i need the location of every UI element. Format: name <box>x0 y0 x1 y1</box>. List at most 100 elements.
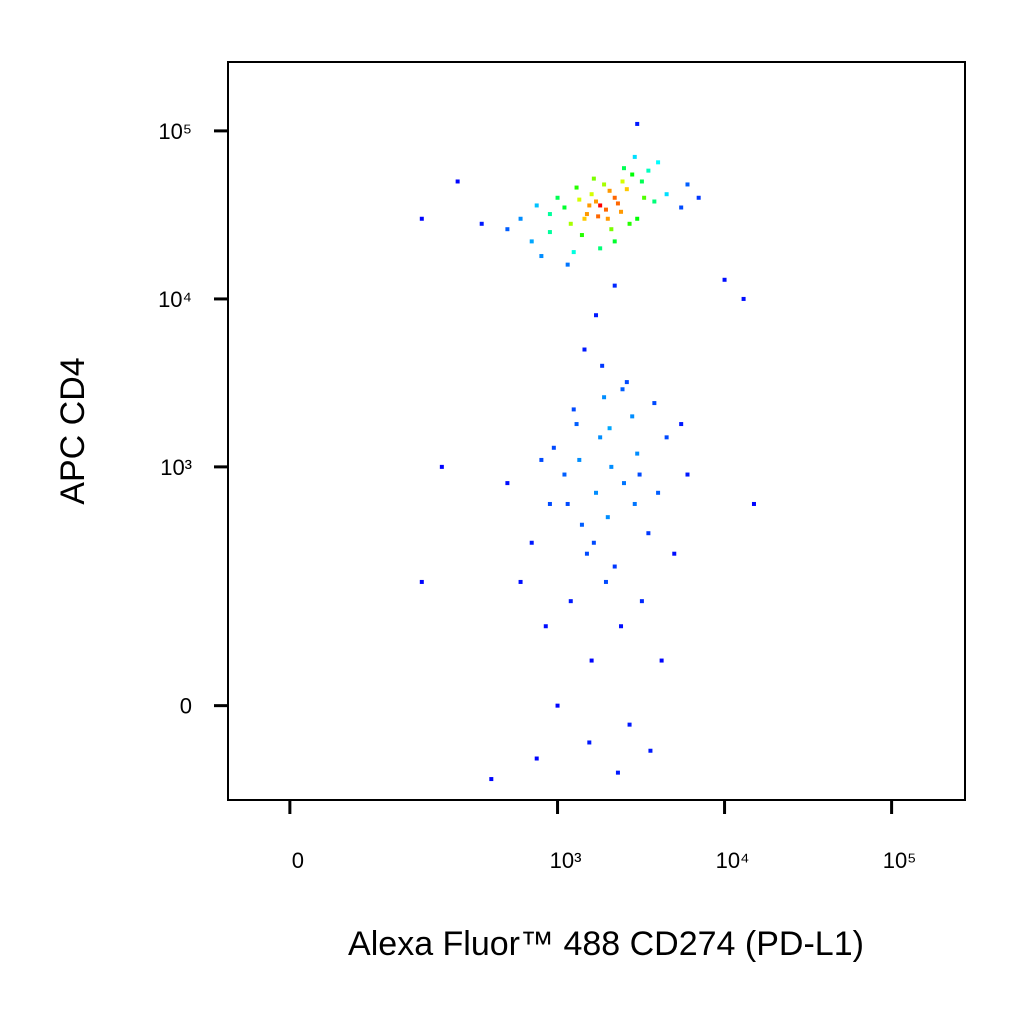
point <box>656 490 661 495</box>
point <box>627 221 632 226</box>
point <box>620 179 625 184</box>
y-axis-label: APC CD4 <box>54 357 92 504</box>
point <box>562 205 567 210</box>
point <box>615 201 620 206</box>
point <box>589 658 594 663</box>
point <box>594 199 599 204</box>
point <box>518 579 523 584</box>
plot-frame <box>227 61 966 801</box>
point <box>615 770 620 775</box>
point <box>419 216 424 221</box>
point <box>722 277 727 282</box>
point <box>479 221 484 226</box>
points <box>419 121 756 782</box>
point <box>584 212 589 217</box>
point <box>607 188 612 193</box>
point <box>624 187 629 192</box>
point <box>534 203 539 208</box>
point <box>562 472 567 477</box>
point <box>591 540 596 545</box>
point <box>568 221 573 226</box>
point <box>489 777 494 782</box>
point <box>565 501 570 506</box>
point <box>741 296 746 301</box>
point <box>551 445 556 450</box>
point <box>637 472 642 477</box>
point <box>568 599 573 604</box>
point <box>609 227 614 232</box>
point <box>603 579 608 584</box>
point <box>602 395 607 400</box>
point <box>600 363 605 368</box>
point <box>751 501 756 506</box>
point <box>672 551 677 556</box>
point <box>635 121 640 126</box>
point <box>607 426 612 431</box>
point <box>594 490 599 495</box>
x-tick-label: 10⁴ <box>716 848 750 873</box>
point <box>598 246 603 251</box>
point <box>602 182 607 187</box>
point <box>529 239 534 244</box>
point <box>455 179 460 184</box>
y-tick-label: 0 <box>180 694 192 719</box>
point <box>619 209 624 214</box>
point <box>584 551 589 556</box>
point <box>679 422 684 427</box>
point <box>543 624 548 629</box>
point <box>539 457 544 462</box>
point <box>555 703 560 708</box>
point <box>539 254 544 259</box>
point <box>609 464 614 469</box>
point <box>639 599 644 604</box>
point <box>596 214 601 219</box>
point <box>630 414 635 419</box>
x-tick-label: 0 <box>292 848 304 873</box>
y-tick-label: 10⁵ <box>158 119 192 144</box>
point <box>565 262 570 267</box>
point <box>632 154 637 159</box>
point <box>518 216 523 221</box>
point <box>571 407 576 412</box>
point <box>534 756 539 761</box>
point <box>619 624 624 629</box>
point <box>505 227 510 232</box>
point <box>505 481 510 486</box>
point <box>579 233 584 238</box>
point <box>635 451 640 456</box>
point <box>579 522 584 527</box>
point <box>620 387 625 392</box>
point <box>577 457 582 462</box>
point <box>635 216 640 221</box>
point <box>632 501 637 506</box>
point <box>594 313 599 318</box>
point <box>529 540 534 545</box>
point <box>605 515 610 520</box>
point <box>646 531 651 536</box>
x-tick-label: 10⁵ <box>883 848 917 873</box>
point <box>419 579 424 584</box>
point <box>646 168 651 173</box>
point <box>587 740 592 745</box>
point <box>627 722 632 727</box>
point <box>582 216 587 221</box>
x-axis-label: Alexa Fluor™ 488 CD274 (PD-L1) <box>348 925 864 963</box>
point <box>659 658 664 663</box>
point <box>547 230 552 235</box>
y-tick-label: 10⁴ <box>158 287 192 312</box>
x-tick-label: 10³ <box>550 848 582 873</box>
y-tick-label: 10³ <box>160 455 192 480</box>
point <box>598 203 603 208</box>
point <box>547 212 552 217</box>
point <box>582 347 587 352</box>
point <box>591 176 596 181</box>
point <box>439 464 444 469</box>
point <box>612 195 617 200</box>
point <box>589 192 594 197</box>
point <box>612 239 617 244</box>
point <box>555 195 560 200</box>
point <box>630 172 635 177</box>
point <box>664 192 669 197</box>
